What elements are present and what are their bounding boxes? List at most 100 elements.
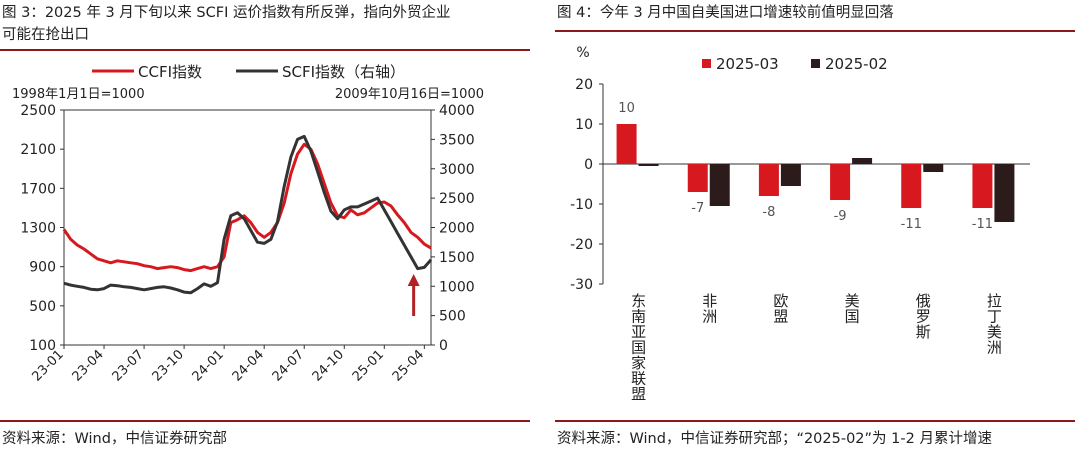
ccfi-line	[62, 142, 432, 273]
category-label-char: 南	[631, 308, 646, 326]
category-label-char: 东	[631, 292, 646, 310]
bar-2025-02	[638, 164, 659, 166]
legend-label-2025-03: 2025-03	[716, 55, 779, 73]
y-tick-label: -10	[570, 197, 593, 213]
data-label: -11	[972, 217, 993, 232]
category-label-char: 联	[631, 370, 646, 388]
left-tick-label: 2100	[20, 142, 56, 158]
bar-chart: %2025-03 2025-0220100-10-20-3010东南亚国家联盟-7…	[570, 45, 1030, 403]
category-label: 俄罗斯	[916, 292, 931, 341]
y-tick-label: 10	[575, 117, 593, 133]
y-unit-label: %	[576, 45, 589, 61]
left-axis-note: 1998年1月1日=1000	[12, 87, 145, 102]
data-label: -11	[901, 217, 922, 232]
category-label-char: 美	[845, 292, 860, 310]
legend-swatch-2025-03	[702, 59, 711, 68]
right-tick-label: 0	[439, 338, 448, 354]
bar-2025-03	[616, 124, 637, 164]
category-label-char: 罗	[916, 308, 931, 326]
bar-2025-03	[972, 164, 993, 208]
bar-2025-03	[687, 164, 708, 192]
line-chart: CCFI指数 SCFI指数（右轴） 1998年1月1日=1000 2009年10月16…	[12, 63, 484, 385]
arrow-head	[407, 274, 420, 286]
legend-swatch-2025-02	[811, 59, 820, 68]
category-label-char: 盟	[631, 385, 646, 403]
category-label-char: 拉	[987, 292, 1002, 310]
right-tick-label: 4000	[439, 103, 475, 119]
bar-2025-03	[830, 164, 851, 200]
right-tick-label: 3500	[439, 132, 475, 148]
bar-2025-02	[709, 164, 730, 206]
category-label-char: 盟	[773, 308, 788, 326]
category-label-char: 俄	[916, 292, 931, 310]
x-tick-label: 24-07	[270, 347, 307, 384]
right-tick-label: 2500	[439, 191, 475, 207]
left-tick-label: 1300	[20, 221, 56, 237]
right-source-rule	[555, 420, 1075, 422]
right-tick-label: 500	[439, 309, 466, 325]
bar-2025-02	[994, 164, 1015, 222]
right-title-rule	[555, 30, 1075, 32]
right-axis-note: 2009年10月16日=1000	[335, 87, 484, 102]
left-source-note: 资料来源：Wind，中信证券研究部	[2, 431, 227, 447]
y-tick-label: -30	[570, 277, 593, 293]
bar-2025-03	[758, 164, 779, 196]
bar-2025-03	[901, 164, 922, 208]
category-label-char: 家	[631, 354, 646, 372]
bar-2025-02	[923, 164, 944, 172]
category-label-char: 国	[845, 308, 860, 326]
data-label: -9	[834, 209, 847, 224]
legend-label-scfi: SCFI指数（右轴）	[282, 63, 405, 81]
x-tick-label: 24-10	[310, 347, 347, 384]
right-tick-label: 1500	[439, 250, 475, 266]
left-tick-label: 900	[29, 260, 56, 276]
x-tick-label: 25-01	[350, 347, 387, 384]
left-title-line-1: 图 3：2025 年 3 月下旬以来 SCFI 运价指数有所反弹，指向外贸企业	[2, 5, 451, 21]
left-title-line-2: 可能在抢出口	[2, 27, 89, 43]
category-label-char: 亚	[631, 323, 646, 341]
left-tick-label: 500	[29, 299, 56, 315]
data-label: -7	[691, 201, 704, 216]
category-label-char: 非	[702, 292, 717, 310]
category-label: 非洲	[702, 292, 717, 326]
right-figure-title: 图 4：今年 3 月中国自美国进口增速较前值明显回落	[557, 5, 894, 21]
left-tick-label: 100	[29, 338, 56, 354]
x-tick-label: 24-01	[190, 347, 227, 384]
category-label-char: 美	[987, 323, 1002, 341]
category-label-char: 洲	[987, 339, 1002, 357]
right-tick-label: 3000	[439, 162, 475, 178]
left-title-rule	[0, 49, 530, 51]
right-figure-panel: 图 4：今年 3 月中国自美国进口增速较前值明显回落 % 2025-03 2025-…	[555, 0, 1080, 451]
category-label: 美国	[845, 292, 860, 326]
left-tick-label: 1700	[20, 181, 56, 197]
x-tick-label: 23-10	[150, 347, 187, 384]
legend-label-2025-02: 2025-02	[825, 55, 888, 73]
data-label: -8	[762, 205, 775, 220]
x-tick-label: 23-04	[70, 347, 107, 384]
left-source-rule	[0, 420, 530, 422]
category-label-char: 丁	[987, 308, 1002, 326]
category-label-char: 欧	[773, 292, 788, 310]
category-label: 拉丁美洲	[987, 292, 1002, 357]
right-tick-label: 1000	[439, 279, 475, 295]
left-figure-panel: 图 3：2025 年 3 月下旬以来 SCFI 运价指数有所反弹，指向外贸企业 …	[0, 2, 530, 447]
category-label-char: 斯	[916, 323, 931, 341]
bar-2025-02	[852, 158, 873, 164]
right-tick-label: 2000	[439, 221, 475, 237]
category-label: 欧盟	[773, 292, 788, 326]
category-label-char: 国	[631, 339, 646, 357]
data-label: 10	[618, 101, 635, 116]
right-source-note: 资料来源：Wind，中信证券研究部；“2025-02”为 1-2 月累计增速	[557, 431, 992, 447]
y-tick-label: 20	[575, 77, 593, 93]
x-tick-label: 25-04	[390, 347, 427, 384]
left-tick-label: 2500	[20, 103, 56, 119]
category-label: 东南亚国家联盟	[631, 292, 646, 403]
legend-label-ccfi: CCFI指数	[138, 63, 202, 81]
y-tick-label: -20	[570, 237, 593, 253]
x-tick-label: 24-04	[230, 347, 267, 384]
left-figure-title: 图 3：2025 年 3 月下旬以来 SCFI 运价指数有所反弹，指向外贸企业 …	[2, 2, 450, 46]
scfi-line	[63, 134, 433, 295]
bar-2025-02	[780, 164, 801, 186]
category-label-char: 洲	[702, 308, 717, 326]
y-tick-label: 0	[584, 157, 593, 173]
